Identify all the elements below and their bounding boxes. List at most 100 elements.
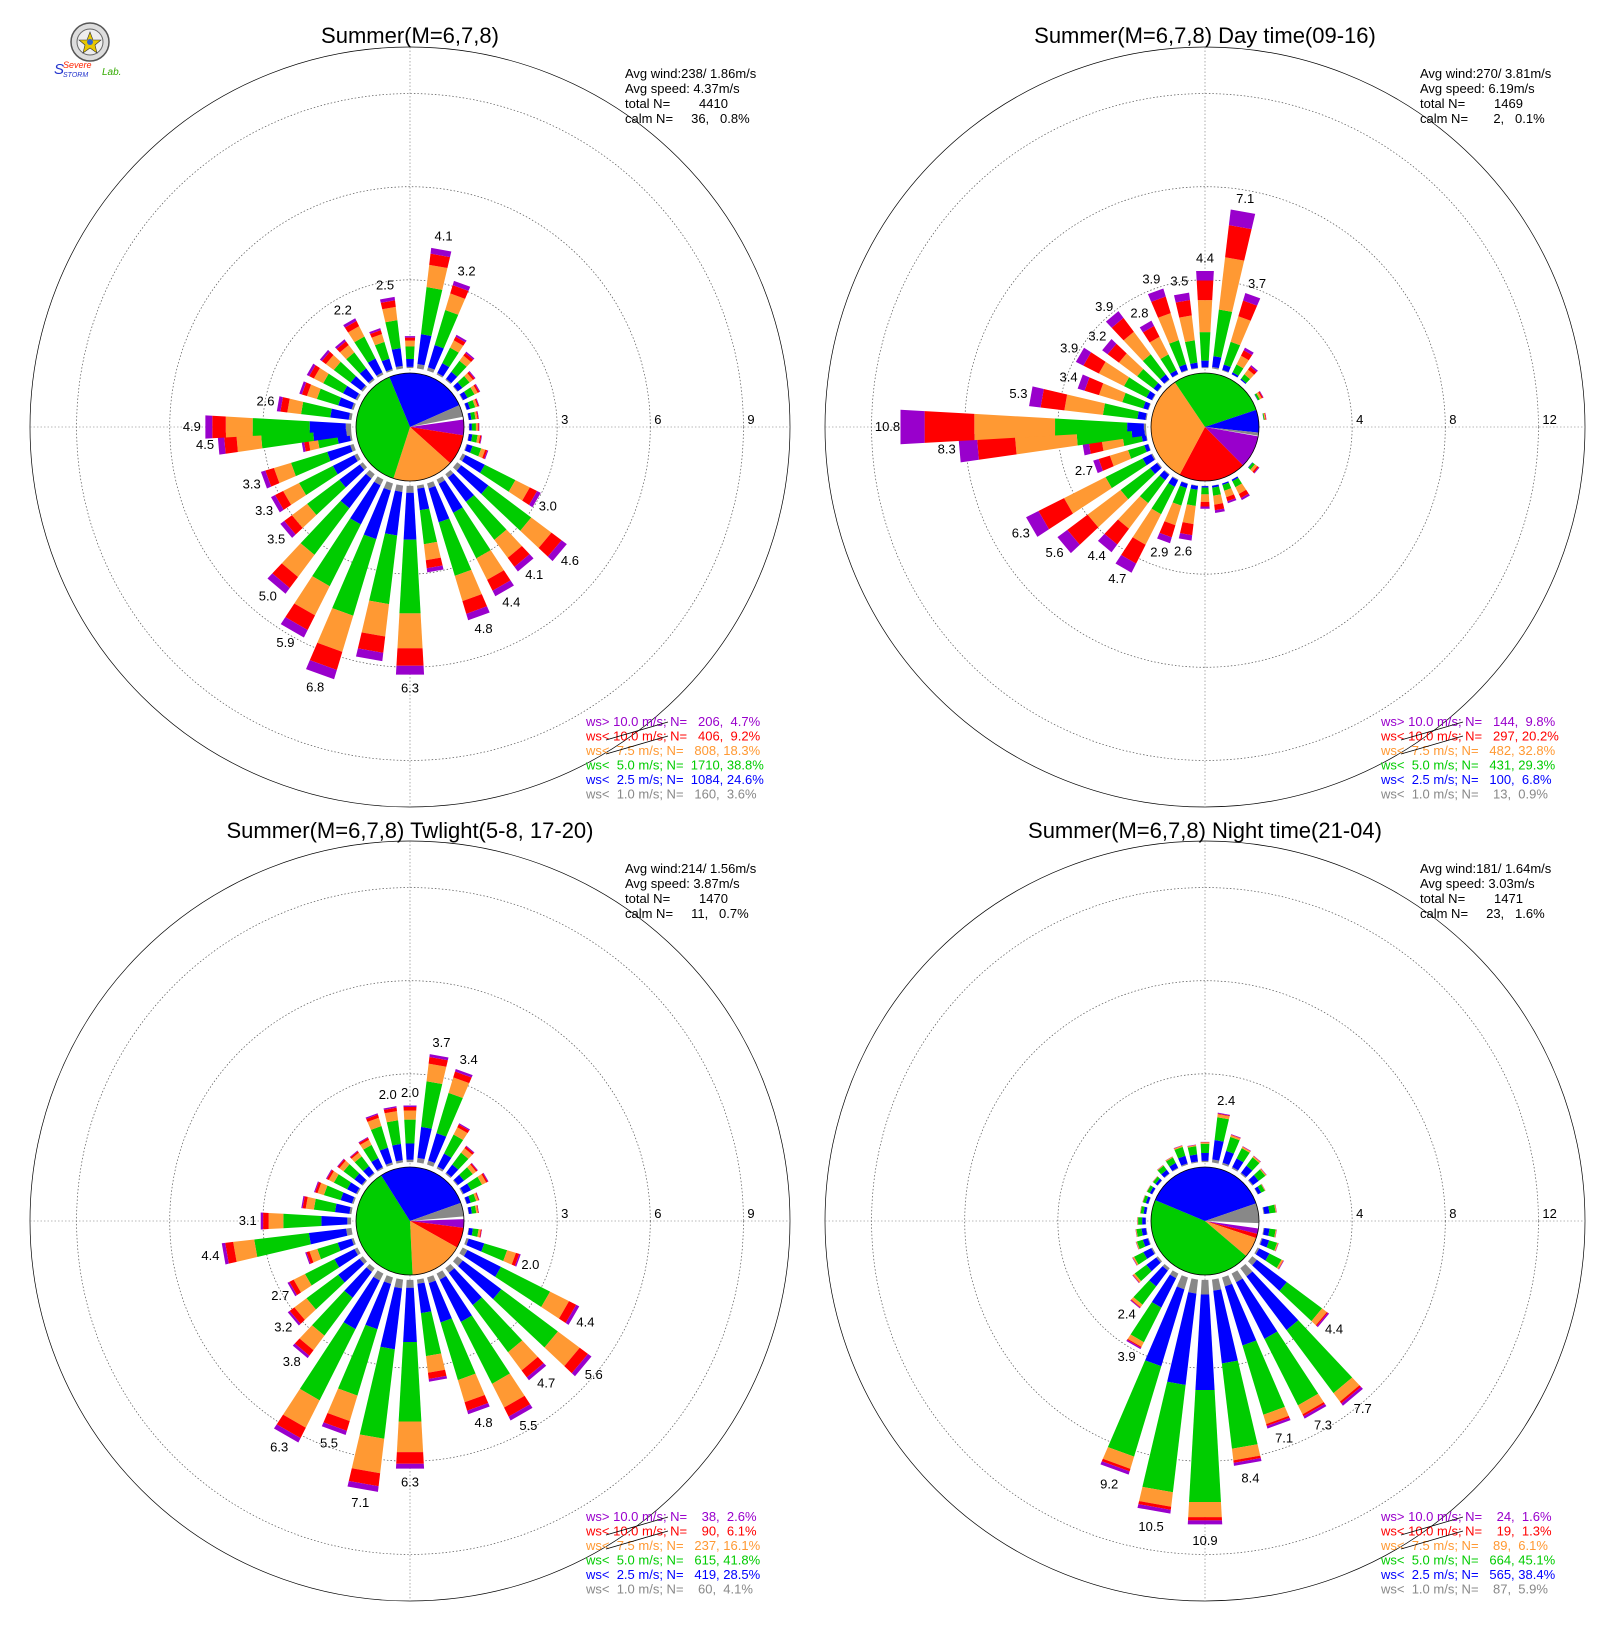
grid-ring <box>964 980 1446 1462</box>
bar-segment <box>361 1179 368 1186</box>
bar-value-label: 8.3 <box>938 442 956 457</box>
bar-segment <box>306 1251 314 1264</box>
bar-segment <box>1200 506 1210 509</box>
bar-segment <box>1263 412 1266 420</box>
bar-segment <box>1139 1205 1142 1214</box>
bar-segment <box>1130 1302 1162 1343</box>
direction-bar <box>1126 1270 1179 1350</box>
bar-segment <box>301 439 306 453</box>
bar-segment <box>350 1151 359 1159</box>
bar-segment <box>464 387 475 398</box>
bar-segment <box>538 532 562 557</box>
logo-text-lab: Lab. <box>102 67 121 78</box>
bar-value-label: 3.2 <box>1088 329 1106 344</box>
bar-segment <box>1137 1504 1171 1514</box>
bar-segment <box>373 1270 384 1281</box>
bar-value-label: 9.2 <box>1100 1476 1118 1491</box>
direction-bar <box>404 336 416 369</box>
bar-segment <box>454 569 482 602</box>
direction-bar <box>1231 347 1254 378</box>
bar-segment <box>452 1256 463 1267</box>
bar-segment <box>1151 453 1156 461</box>
bar-value-label: 3.8 <box>283 1354 301 1369</box>
bar-segment <box>1147 1238 1151 1245</box>
bar-segment <box>321 1422 347 1435</box>
bar-segment <box>344 320 360 333</box>
bar-segment <box>1139 1486 1173 1507</box>
bar-segment <box>417 334 432 366</box>
bar-segment <box>1247 1256 1257 1266</box>
bar-segment <box>1157 1165 1164 1171</box>
bar-segment <box>379 1147 393 1165</box>
pie-slice <box>393 427 451 482</box>
bar-segment <box>285 603 316 631</box>
ring-label: 9 <box>747 412 754 427</box>
bar-value-label: 3.0 <box>539 499 557 514</box>
bar-segment <box>1201 486 1209 488</box>
bar-segment <box>1145 1286 1185 1367</box>
direction-bar <box>445 351 475 385</box>
bar-segment <box>332 455 358 475</box>
direction-bar <box>1247 1256 1330 1328</box>
bar-segment <box>1275 1204 1277 1213</box>
bar-segment <box>528 491 541 508</box>
bar-segment <box>350 444 356 452</box>
direction-bar <box>365 1113 393 1167</box>
legend-entry: ws< 7.5 m/s; N= 237, 16.1% <box>585 1538 761 1553</box>
bar-segment <box>340 473 372 509</box>
bar-segment <box>1231 476 1238 480</box>
bar-segment <box>386 1120 401 1146</box>
bar-segment <box>457 376 470 388</box>
bar-segment <box>1135 1229 1137 1238</box>
bar-segment <box>336 341 349 353</box>
direction-bar <box>305 481 393 680</box>
bar-segment <box>1275 1229 1277 1238</box>
bar-segment <box>976 432 1017 460</box>
bar-segment <box>1173 1145 1183 1149</box>
bar-value-label: 3.7 <box>432 1035 450 1050</box>
bar-segment <box>428 1375 448 1382</box>
bar-segment <box>1201 487 1209 495</box>
bar-segment <box>1275 1204 1277 1213</box>
direction-bar <box>369 328 393 373</box>
bar-segment <box>283 1213 322 1229</box>
bar-segment <box>1232 364 1244 376</box>
bar-value-label: 2.4 <box>1217 1093 1235 1108</box>
bar-segment <box>349 1206 353 1215</box>
bar-segment <box>1102 1447 1135 1469</box>
direction-bar <box>459 1247 580 1325</box>
bar-segment <box>1250 365 1258 373</box>
bar-value-label: 5.6 <box>1046 545 1064 560</box>
bar-value-label: 5.5 <box>519 1418 537 1433</box>
bar-segment <box>290 451 331 477</box>
bar-segment <box>1259 1168 1267 1176</box>
bar-segment <box>481 485 532 531</box>
bar-segment <box>1151 296 1171 318</box>
bar-segment <box>327 1388 358 1422</box>
bar-segment <box>351 1152 362 1163</box>
bar-segment <box>480 464 516 492</box>
bar-segment <box>371 1158 383 1171</box>
svg-text:S: S <box>54 61 64 78</box>
bar-segment <box>1240 493 1250 501</box>
bar-segment <box>1151 483 1175 515</box>
bar-segment <box>338 397 354 410</box>
bar-segment <box>1265 1253 1282 1269</box>
direction-bar <box>1222 1275 1291 1429</box>
bar-value-label: 2.0 <box>379 1087 397 1102</box>
bar-segment <box>464 1197 468 1204</box>
bar-segment <box>406 1159 414 1163</box>
bar-segment <box>1247 1179 1254 1186</box>
bar-segment <box>477 1174 487 1185</box>
bar-segment <box>384 1275 393 1285</box>
bar-segment <box>445 1263 455 1273</box>
legend-entry: ws> 10.0 m/s; N= 206, 4.7% <box>585 714 761 729</box>
bar-segment <box>1233 1458 1262 1466</box>
bar-segment <box>359 1256 368 1265</box>
bar-segment <box>287 1310 301 1326</box>
bar-segment <box>406 359 414 367</box>
bar-segment <box>958 433 979 463</box>
bar-segment <box>1187 1520 1223 1525</box>
bar-segment <box>445 1172 452 1179</box>
direction-bar <box>267 469 375 594</box>
